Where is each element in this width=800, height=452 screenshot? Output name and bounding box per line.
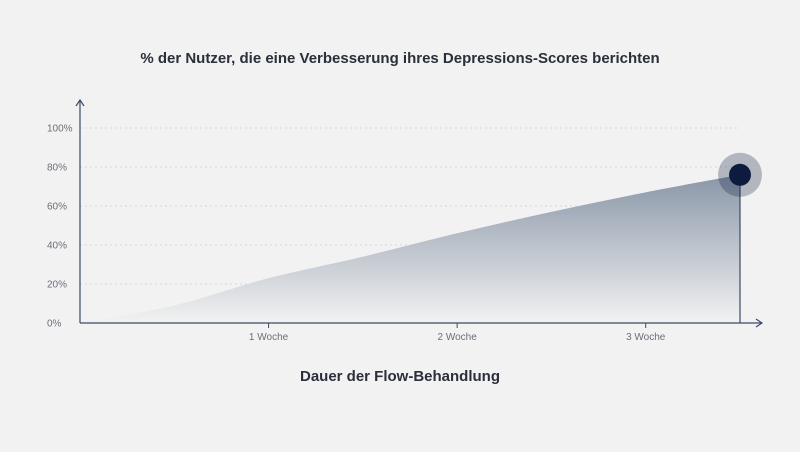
x-axis-title: Dauer der Flow-Behandlung [299, 368, 500, 385]
y-tick-label: 0% [47, 319, 62, 330]
y-tick-label: 100% [47, 124, 73, 135]
marker-layer [718, 152, 762, 323]
y-tick-label: 20% [47, 280, 67, 291]
y-tick-label: 80% [47, 163, 67, 174]
y-tick-label: 40% [47, 241, 67, 252]
y-axis-arrow [75, 98, 85, 107]
highlight-point [729, 163, 751, 186]
y-tick-label: 60% [47, 202, 67, 213]
axes-layer [75, 98, 764, 328]
x-axis-arrow [755, 318, 764, 328]
x-tick-label: 2 Woche [437, 332, 477, 343]
series-area [80, 174, 740, 323]
area-layer [80, 174, 740, 323]
chart-title: % der Nutzer, die eine Verbesserung ihre… [140, 50, 660, 67]
x-tick-label: 3 Woche [626, 332, 666, 343]
x-tick-label: 1 Woche [249, 332, 289, 343]
labels-layer: 0% 20% 40% 60% 80% 100% 1 Woche 2 Woche 3 Woche [47, 124, 666, 344]
